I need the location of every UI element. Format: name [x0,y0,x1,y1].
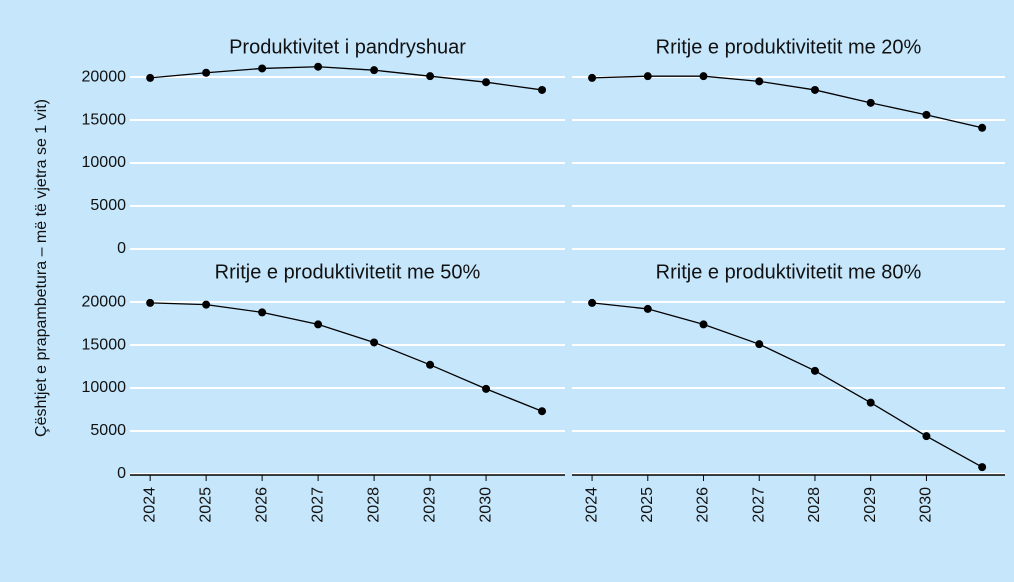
line [592,75,983,129]
point [866,98,875,107]
point [643,72,652,81]
y-tick-label: 15000 [82,111,127,128]
x-tick-label: 2024 [583,487,600,523]
point [643,304,652,313]
y-tick-label: 20000 [82,68,127,85]
point [258,308,267,317]
point [314,320,323,329]
point [588,298,597,307]
x-tick-label: 2025 [197,487,214,523]
point [699,320,708,329]
point [482,78,491,87]
y-tick-label: 15000 [82,336,127,353]
point [146,73,155,82]
point [146,298,155,307]
x-tick-label: 2028 [806,487,823,523]
point [426,72,435,81]
y-tick-label: 10000 [82,154,127,171]
point [538,407,547,416]
y-tick-label: 10000 [82,379,127,396]
point [370,66,379,75]
x-tick-label: 2027 [309,487,326,523]
y-tick-label: 5000 [90,422,126,439]
point [699,72,708,81]
panel-title: Rritje e produktivitetit me 80% [656,261,922,283]
point [978,123,987,132]
y-axis-label: Çështjet e prapambetura – më të vjetra s… [33,99,50,437]
y-tick-label: 0 [117,465,126,482]
point [202,68,211,77]
y-tick-label: 20000 [82,293,127,310]
point [258,64,267,73]
x-tick-label: 2028 [365,487,382,523]
x-tick-label: 2030 [918,487,935,523]
point [866,398,875,407]
line [150,302,543,412]
point [922,432,931,441]
y-tick-label: 5000 [90,197,126,214]
point [538,85,547,94]
x-tick-label: 2029 [862,487,879,523]
point [978,463,987,472]
x-tick-label: 2029 [421,487,438,523]
x-tick-label: 2024 [141,487,158,523]
x-tick-label: 2030 [477,487,494,523]
point [755,77,764,86]
panel-title: Produktivitet i pandryshuar [229,36,466,58]
x-tick-label: 2027 [750,487,767,523]
point [314,62,323,71]
x-tick-label: 2025 [639,487,656,523]
point [588,73,597,82]
point [370,338,379,347]
line [591,302,983,468]
x-tick-label: 2026 [695,487,712,523]
x-tick-label: 2026 [253,487,270,523]
y-tick-label: 0 [117,240,126,257]
point [482,384,491,393]
point [810,85,819,94]
point [922,110,931,119]
line [150,66,543,91]
point [202,300,211,309]
panel-title: Rritje e produktivitetit me 50% [215,261,481,283]
point [755,340,764,349]
point [426,360,435,369]
point [810,366,819,375]
panel-title: Rritje e produktivitetit me 20% [656,36,922,58]
